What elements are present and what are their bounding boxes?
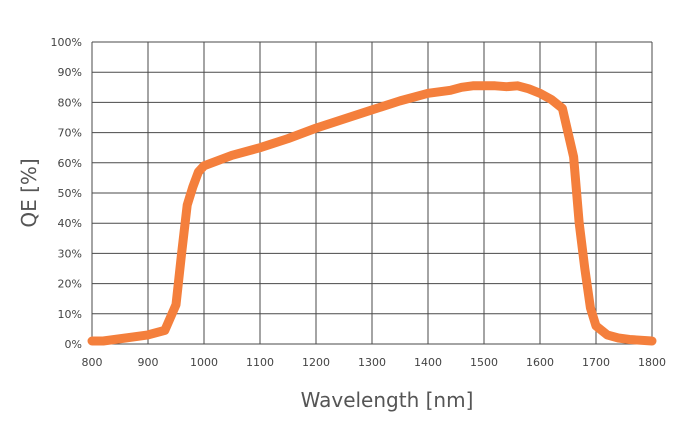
- y-tick-label: 40%: [58, 217, 82, 230]
- x-tick-label: 1100: [246, 356, 274, 369]
- y-tick-label: 30%: [58, 247, 82, 260]
- x-tick-labels: 800 900 1000 1100 1200 1300 1400 1500 1600 1700 18…: [82, 356, 667, 369]
- y-tick-label: 10%: [58, 308, 82, 321]
- x-axis-title: Wavelength [nm]: [301, 388, 474, 412]
- x-tick-label: 1800: [638, 356, 666, 369]
- y-tick-label: 60%: [58, 157, 82, 170]
- y-tick-label: 70%: [58, 127, 82, 140]
- x-tick-label: 1000: [190, 356, 218, 369]
- x-tick-label: 1200: [302, 356, 330, 369]
- grid: [91, 41, 653, 345]
- y-tick-label: 20%: [58, 278, 82, 291]
- x-tick-label: 800: [82, 356, 103, 369]
- y-tick-label: 80%: [58, 96, 82, 109]
- qe-series-line: [87, 81, 657, 346]
- x-tick-label: 1500: [470, 356, 498, 369]
- y-tick-label: 100%: [51, 36, 82, 49]
- y-tick-label: 0%: [65, 338, 82, 351]
- y-axis-title: QE [%]: [17, 158, 41, 227]
- y-tick-label: 50%: [58, 187, 82, 200]
- x-tick-label: 900: [138, 356, 159, 369]
- y-tick-labels: 0% 10% 20% 30% 40% 50% 60% 70% 80% 90% 100%: [51, 36, 82, 351]
- y-tick-label: 90%: [58, 66, 82, 79]
- x-tick-label: 1400: [414, 356, 442, 369]
- x-tick-label: 1300: [358, 356, 386, 369]
- x-tick-label: 1600: [526, 356, 554, 369]
- x-tick-label: 1700: [582, 356, 610, 369]
